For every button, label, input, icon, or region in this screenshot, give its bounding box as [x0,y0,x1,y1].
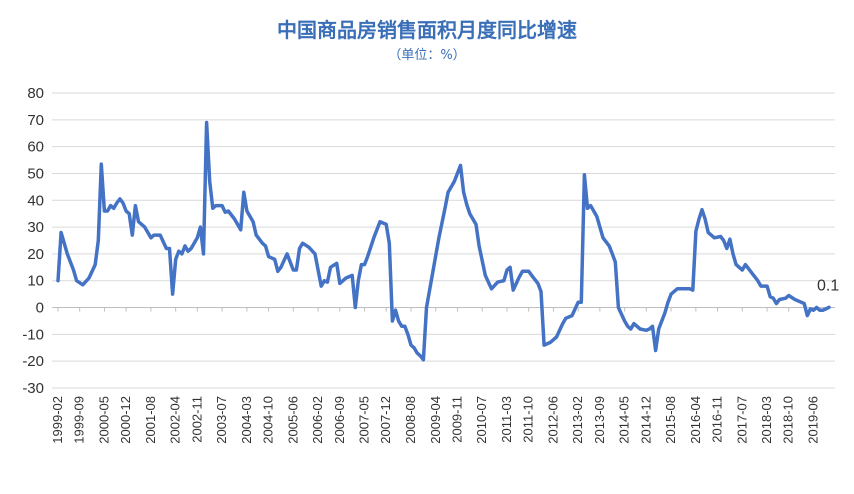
x-tick-label: 2013-02 [570,396,585,444]
x-tick-label: 2011-03 [499,396,514,443]
x-tick-label: 2002-04 [168,396,183,444]
y-tick-label: 0 [36,300,44,317]
x-tick-label: 2004-03 [239,396,254,444]
x-tick-label: 2005-06 [285,396,300,444]
chart-subtitle: （单位：%） [388,48,466,63]
x-tick-label: 2003-07 [214,396,229,444]
x-tick-label: 2014-12 [638,396,653,444]
x-tick-label: 2007-12 [378,396,393,444]
x-tick-label: 2007-05 [357,396,372,444]
x-tick-label: 2013-09 [592,396,607,444]
chart-title: 中国商品房销售面积月度同比增速 [277,18,577,42]
x-tick-label: 1999-02 [50,396,65,444]
y-tick-label: 50 [27,165,44,182]
x-tick-label: 2014-05 [617,396,632,444]
y-tick-label: 80 [27,85,44,102]
x-tick-label: 2018-03 [759,396,774,444]
x-tick-label: 2002-11 [189,396,204,443]
x-tick-label: 2000-12 [118,396,133,444]
y-tick-label: 20 [27,246,44,263]
y-tick-label: 70 [27,112,44,129]
x-tick-label: 2009-11 [449,396,464,443]
x-tick-label: 2015-08 [663,396,678,444]
x-tick-label: 2006-02 [310,396,325,444]
x-tick-label: 2009-04 [428,396,443,444]
x-tick-label: 2019-06 [806,396,821,444]
y-tick-label: 30 [27,219,44,236]
y-tick-label: 10 [27,273,44,290]
x-tick-label: 2017-07 [734,396,749,444]
x-tick-label: 2016-11 [710,396,725,443]
last-value-label: 0.1 [817,277,839,294]
y-tick-label: 60 [27,139,44,156]
x-tick-label: 2008-08 [403,396,418,444]
y-tick-label: -20 [22,353,44,370]
y-tick-label: -10 [22,326,44,343]
y-tick-label: 40 [27,192,44,209]
x-tick-label: 1999-09 [72,396,87,444]
y-tick-label: -30 [22,380,44,397]
series-line [56,120,831,362]
x-tick-label: 2001-08 [143,396,158,444]
x-tick-label: 2010-07 [474,396,489,444]
x-tick-label: 2018-10 [781,396,796,444]
x-tick-label: 2000-05 [96,396,111,444]
x-tick-label: 2012-06 [545,396,560,444]
x-tick-label: 2004-10 [261,396,276,444]
x-tick-label: 2016-04 [688,396,703,444]
x-tick-label: 2006-09 [332,396,347,444]
x-tick-label: 2011-10 [521,396,536,443]
